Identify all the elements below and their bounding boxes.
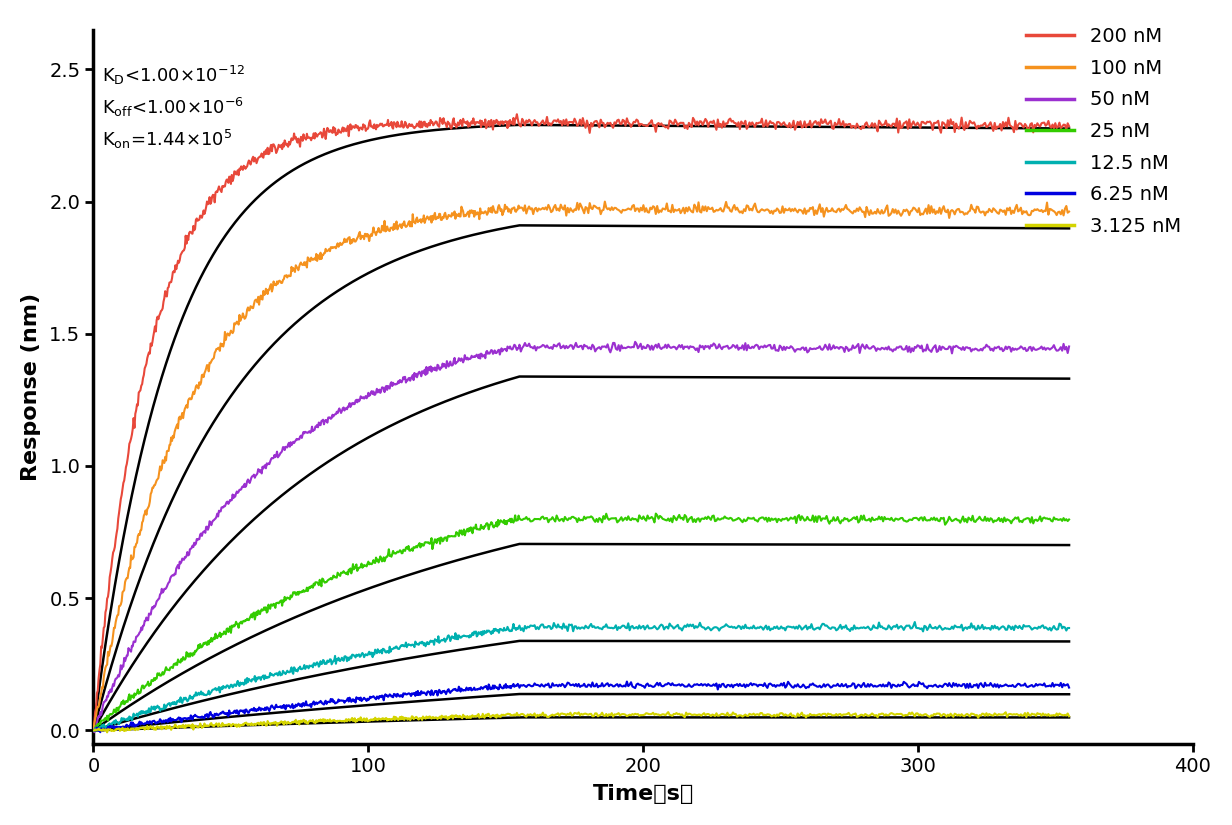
12.5 nM bbox=[201, 689, 216, 699]
25 nM bbox=[154, 670, 169, 680]
25 nM bbox=[628, 514, 643, 524]
3.125 nM bbox=[1062, 711, 1077, 721]
25 nM bbox=[875, 512, 890, 522]
12.5 nM bbox=[86, 725, 101, 735]
50 nM bbox=[875, 343, 890, 353]
3.125 nM bbox=[828, 710, 843, 720]
6.25 nM bbox=[92, 728, 107, 738]
6.25 nM bbox=[875, 681, 890, 691]
200 nM bbox=[86, 725, 101, 735]
100 nM bbox=[971, 202, 986, 212]
50 nM bbox=[201, 525, 216, 535]
3.125 nM bbox=[86, 725, 101, 735]
12.5 nM bbox=[628, 623, 643, 633]
Line: 100 nM: 100 nM bbox=[94, 201, 1069, 730]
Legend: 200 nM, 100 nM, 50 nM, 25 nM, 12.5 nM, 6.25 nM, 3.125 nM: 200 nM, 100 nM, 50 nM, 25 nM, 12.5 nM, 6… bbox=[1018, 19, 1189, 243]
12.5 nM bbox=[154, 704, 169, 714]
50 nM bbox=[630, 339, 644, 349]
100 nM bbox=[598, 196, 612, 206]
25 nM bbox=[201, 636, 216, 646]
6.25 nM bbox=[972, 679, 987, 689]
12.5 nM bbox=[1062, 623, 1077, 633]
12.5 nM bbox=[827, 623, 841, 633]
200 nM bbox=[1062, 121, 1077, 131]
50 nM bbox=[628, 337, 643, 346]
Line: 200 nM: 200 nM bbox=[94, 114, 1069, 730]
200 nM bbox=[628, 117, 643, 127]
100 nM bbox=[154, 465, 169, 475]
100 nM bbox=[200, 361, 214, 370]
6.25 nM bbox=[630, 680, 644, 690]
Line: 6.25 nM: 6.25 nM bbox=[94, 681, 1069, 733]
100 nM bbox=[86, 725, 101, 735]
12.5 nM bbox=[873, 622, 888, 632]
200 nM bbox=[510, 109, 525, 119]
25 nM bbox=[648, 509, 663, 519]
25 nM bbox=[86, 725, 101, 735]
100 nM bbox=[873, 209, 888, 219]
Line: 12.5 nM: 12.5 nM bbox=[94, 622, 1069, 730]
50 nM bbox=[87, 728, 102, 738]
25 nM bbox=[87, 726, 102, 736]
6.25 nM bbox=[1062, 682, 1077, 692]
100 nM bbox=[1062, 206, 1077, 216]
6.25 nM bbox=[154, 718, 169, 728]
Y-axis label: Response (nm): Response (nm) bbox=[21, 293, 41, 481]
Line: 50 nM: 50 nM bbox=[94, 342, 1069, 733]
3.125 nM bbox=[201, 721, 216, 731]
6.25 nM bbox=[201, 713, 216, 723]
6.25 nM bbox=[828, 681, 843, 691]
X-axis label: Time（s）: Time（s） bbox=[593, 785, 694, 804]
3.125 nM bbox=[100, 728, 115, 738]
Line: 3.125 nM: 3.125 nM bbox=[94, 712, 1069, 733]
3.125 nM bbox=[154, 724, 169, 734]
Line: 25 nM: 25 nM bbox=[94, 514, 1069, 731]
50 nM bbox=[972, 346, 987, 356]
3.125 nM bbox=[875, 709, 890, 719]
100 nM bbox=[827, 206, 841, 216]
50 nM bbox=[86, 725, 101, 735]
200 nM bbox=[154, 306, 169, 316]
50 nM bbox=[1062, 342, 1077, 351]
200 nM bbox=[873, 118, 888, 128]
25 nM bbox=[972, 512, 987, 521]
200 nM bbox=[200, 196, 214, 206]
200 nM bbox=[971, 120, 986, 130]
Text: K$_\mathregular{D}$<1.00×10$^{-12}$: K$_\mathregular{D}$<1.00×10$^{-12}$ bbox=[102, 64, 245, 87]
100 nM bbox=[628, 206, 643, 216]
3.125 nM bbox=[972, 710, 987, 720]
50 nM bbox=[154, 584, 169, 594]
3.125 nM bbox=[628, 709, 643, 719]
6.25 nM bbox=[620, 676, 634, 686]
50 nM bbox=[828, 343, 843, 353]
200 nM bbox=[827, 124, 841, 134]
12.5 nM bbox=[90, 725, 105, 735]
Text: K$_\mathregular{on}$=1.44×10$^{5}$: K$_\mathregular{on}$=1.44×10$^{5}$ bbox=[102, 128, 232, 151]
6.25 nM bbox=[86, 725, 101, 735]
12.5 nM bbox=[908, 617, 923, 627]
Text: K$_\mathregular{off}$<1.00×10$^{-6}$: K$_\mathregular{off}$<1.00×10$^{-6}$ bbox=[102, 96, 244, 119]
25 nM bbox=[1062, 515, 1077, 525]
25 nM bbox=[828, 516, 843, 526]
3.125 nM bbox=[660, 707, 675, 717]
12.5 nM bbox=[972, 624, 987, 634]
